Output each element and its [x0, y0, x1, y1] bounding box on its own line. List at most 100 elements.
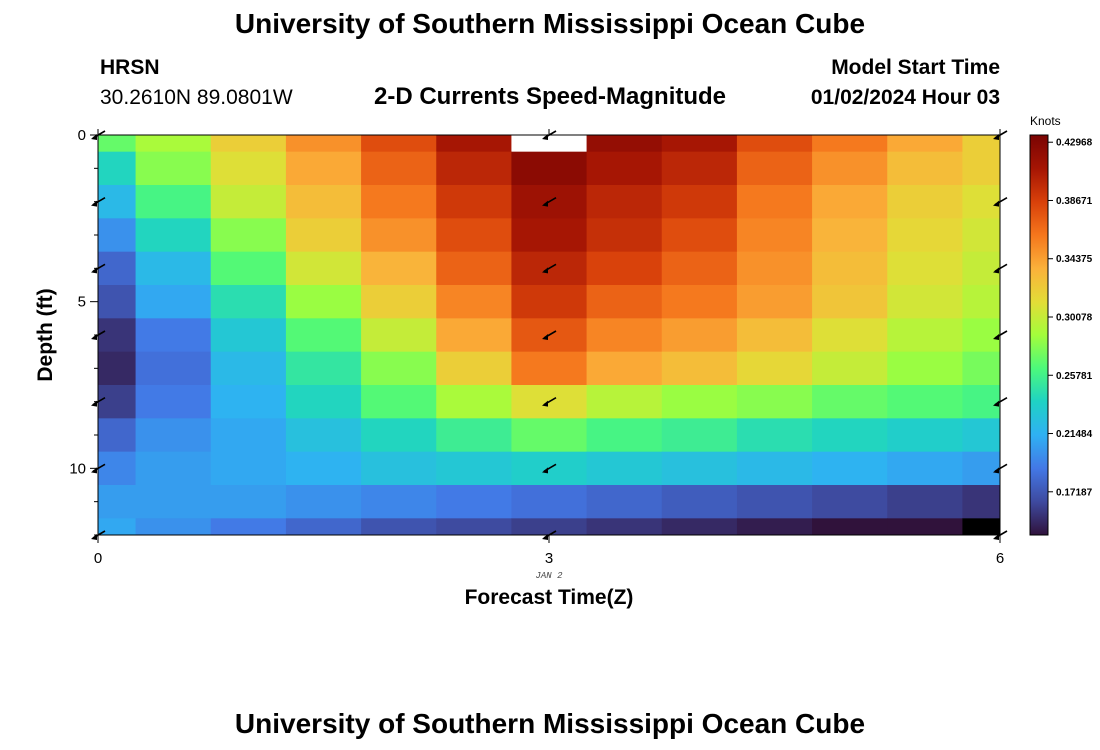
heatmap-cell [135, 451, 212, 486]
heatmap-cell [586, 251, 663, 286]
heatmap-cell [135, 518, 212, 536]
heatmap-cell [812, 385, 888, 419]
heatmap-cell [98, 518, 137, 536]
heatmap-cell [962, 418, 1001, 453]
heatmap-cell [661, 418, 738, 453]
heatmap-cell [210, 185, 287, 219]
heatmap-cell [887, 135, 963, 153]
colorbar: Knots 0.42968 0.38671 0.34375 0.30078 0.2578… [1029, 114, 1093, 536]
heatmap-cell [285, 285, 362, 319]
heatmap-cell [962, 451, 1001, 486]
heatmap-cell [736, 151, 813, 186]
heatmap-cell [436, 251, 512, 286]
heatmap-cell [98, 485, 137, 519]
x-axis-label: Forecast Time(Z) [465, 586, 634, 609]
current-arrow [993, 263, 1008, 274]
heatmap-cell [661, 135, 738, 153]
heatmap-cell [812, 135, 888, 153]
x-axis-ticks: 0 3 6 [94, 129, 1004, 567]
y-tick-label: 10 [69, 460, 86, 477]
y-tick-label: 0 [78, 127, 86, 144]
heatmap-cell [962, 485, 1001, 519]
heatmap-cell [98, 185, 137, 219]
heatmap-cell [436, 385, 512, 419]
heatmap-cell [812, 485, 888, 519]
heatmap-cell [436, 351, 512, 386]
heatmap-cell [736, 251, 813, 286]
heatmap-cell [586, 485, 663, 519]
heatmap-cell [285, 351, 362, 386]
heatmap-cell [361, 151, 437, 186]
heatmap-cell [511, 485, 588, 519]
heatmap-cell [812, 318, 888, 353]
heatmap-cell [436, 151, 512, 186]
heatmap-cell [812, 451, 888, 486]
current-arrow [993, 463, 1008, 474]
colorbar-tick-label: 0.25781 [1056, 371, 1093, 382]
heatmap-cell [736, 185, 813, 219]
heatmap-cell [812, 251, 888, 286]
x-tick-label: 0 [94, 550, 102, 567]
heatmap-cell [135, 418, 212, 453]
heatmap-cell [98, 151, 137, 186]
heatmap-cell [812, 185, 888, 219]
heatmap-cell [586, 351, 663, 386]
heatmap-cell [586, 451, 663, 486]
colorbar-tick-label: 0.21484 [1056, 429, 1093, 440]
heatmap-cell [285, 518, 362, 536]
heatmap-cell [361, 218, 437, 253]
heatmap-cell [98, 251, 137, 286]
heatmap-cell [661, 451, 738, 486]
x-tick-label: 3 [545, 550, 553, 567]
heatmap-cell [436, 518, 512, 536]
heatmap-cell [436, 485, 512, 519]
heatmap-cell [812, 285, 888, 319]
heatmap-cell [285, 218, 362, 253]
heatmap-cell [285, 185, 362, 219]
heatmap-cell [661, 285, 738, 319]
y-axis-ticks: 0 5 10 [69, 127, 98, 536]
heatmap-cell [361, 285, 437, 319]
heatmap-cell [98, 418, 137, 453]
current-arrow [542, 263, 557, 274]
heatmap-cell [135, 285, 212, 319]
heatmap-cell [285, 418, 362, 453]
current-arrow [993, 196, 1008, 207]
heatmap-cell [210, 318, 287, 353]
heatmap-cell [736, 518, 813, 536]
heatmap-cell [887, 151, 963, 186]
heatmap-cell [135, 485, 212, 519]
heatmap-cell [962, 218, 1001, 253]
heatmap-cell [436, 185, 512, 219]
heatmap-cell [98, 285, 137, 319]
heatmap-cell [210, 418, 287, 453]
heatmap-cell [736, 351, 813, 386]
heatmap-cell [661, 351, 738, 386]
current-arrow [542, 463, 557, 474]
colorbar-label: Knots [1030, 114, 1061, 128]
heatmap-cell [962, 318, 1001, 353]
heatmap-cell [586, 218, 663, 253]
heatmap-cell [661, 385, 738, 419]
heatmap-cell [962, 251, 1001, 286]
heatmap-cell [285, 318, 362, 353]
heatmap-cell [361, 418, 437, 453]
colorbar-tick-label: 0.38671 [1056, 196, 1093, 207]
heatmap-cell [736, 318, 813, 353]
colorbar-ticks: 0.42968 0.38671 0.34375 0.30078 0.25781 0.214… [1048, 138, 1093, 498]
heatmap-cell [736, 285, 813, 319]
heatmap-cell [135, 185, 212, 219]
heatmap-cell [887, 185, 963, 219]
heatmap-cell [661, 485, 738, 519]
heatmap-cell [511, 135, 588, 153]
heatmap-cell [361, 185, 437, 219]
heatmap-cell [812, 518, 888, 536]
model-start-time: 01/02/2024 Hour 03 [810, 86, 1000, 109]
heatmap-cell [210, 451, 287, 486]
heatmap-cell [586, 318, 663, 353]
heatmap-cell [887, 418, 963, 453]
heatmap-cell [436, 318, 512, 353]
heatmap-cell [962, 185, 1001, 219]
heatmap-cell [135, 351, 212, 386]
heatmap-cell [210, 135, 287, 153]
